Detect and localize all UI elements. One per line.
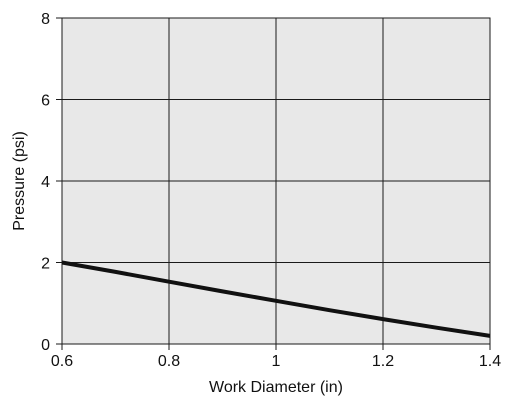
y-tick-label: 4 — [41, 174, 50, 191]
y-tick-label: 8 — [41, 11, 50, 28]
y-tick-label: 6 — [41, 93, 50, 110]
x-tick-label: 0.6 — [51, 353, 73, 370]
y-axis-title: Pressure (psi) — [11, 131, 28, 231]
y-tick-label: 2 — [41, 256, 50, 273]
y-tick-label: 0 — [41, 337, 50, 354]
x-tick-label: 1.2 — [372, 353, 394, 370]
x-tick-label: 1.4 — [479, 353, 501, 370]
pressure-curve — [61, 260, 491, 338]
x-axis-ticks: 0.6 0.8 1 1.2 1.4 — [51, 353, 501, 370]
x-tick-label: 1 — [272, 353, 281, 370]
x-tick-label: 0.8 — [158, 353, 180, 370]
y-axis-ticks: 0 2 4 6 8 — [41, 11, 50, 354]
x-axis-title: Work Diameter (in) — [209, 379, 343, 396]
grid-lines — [56, 17, 491, 350]
